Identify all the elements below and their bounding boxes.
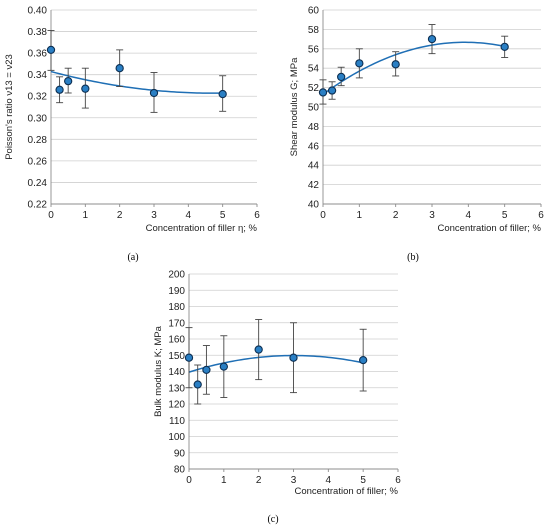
x-tick-label: 2	[117, 210, 123, 221]
y-tick-label: 48	[308, 122, 320, 133]
y-tick-label: 58	[308, 25, 320, 36]
y-tick-label: 0.28	[28, 135, 48, 146]
data-point	[500, 42, 509, 52]
panel-label: (b)	[407, 252, 419, 263]
data-point	[81, 84, 90, 93]
x-axis-title: Concentration of filler η; %	[146, 223, 258, 234]
x-axis-title: Concentration of filler; %	[438, 223, 542, 234]
trendline	[322, 41, 505, 95]
x-tick-label: 0	[186, 475, 192, 486]
x-tick-label: 4	[186, 210, 192, 221]
data-point	[254, 345, 263, 354]
x-tick-label: 0	[48, 210, 54, 221]
y-tick-label: 90	[174, 448, 186, 459]
data-point	[391, 60, 400, 69]
y-tick-label: 180	[168, 302, 185, 313]
y-tick-label: 0.26	[28, 156, 48, 167]
x-tick-label: 2	[256, 475, 262, 486]
y-tick-label: 44	[308, 161, 320, 172]
x-tick-label: 1	[221, 475, 227, 486]
data-point	[427, 34, 437, 44]
x-axis-title: Concentration of filler; %	[295, 486, 399, 497]
data-point	[55, 85, 64, 94]
x-tick-label: 0	[320, 210, 326, 221]
y-tick-label: 40	[308, 200, 320, 211]
y-tick-label: 0.32	[28, 92, 48, 103]
data-point	[219, 362, 228, 371]
x-tick-label: 6	[395, 475, 401, 486]
y-tick-label: 100	[168, 432, 185, 443]
x-tick-label: 3	[429, 210, 435, 221]
y-tick-label: 54	[308, 64, 320, 75]
y-tick-label: 120	[168, 400, 185, 411]
y-tick-label: 0.30	[28, 113, 48, 124]
data-point	[318, 88, 328, 97]
y-tick-label: 52	[308, 83, 320, 94]
data-point	[355, 59, 364, 68]
data-point	[289, 353, 298, 362]
data-point	[218, 89, 227, 99]
x-tick-label: 4	[326, 475, 332, 486]
y-tick-label: 170	[168, 318, 185, 329]
x-tick-label: 6	[254, 210, 260, 221]
chart-panel-a: 0.22 0.24 0.26 0.28 0.30 0.32 0.34 0.36 0.38 0.40…	[4, 6, 260, 264]
y-tick-label: 0.36	[28, 49, 48, 60]
x-tick-label: 5	[360, 475, 366, 486]
x-tick-label: 3	[291, 475, 297, 486]
data-point	[46, 45, 56, 55]
y-axis-title: Shear modulus G; MPa	[289, 57, 300, 156]
y-axis-title: Bulk modulus K; MPa	[153, 325, 164, 417]
x-tick-label: 2	[393, 210, 399, 221]
data-point	[193, 380, 202, 389]
data-point	[184, 353, 194, 362]
x-tick-label: 5	[502, 210, 508, 221]
data-point	[359, 355, 368, 365]
trendline	[188, 354, 364, 373]
y-tick-label: 130	[168, 383, 185, 394]
y-tick-label: 80	[174, 465, 186, 476]
y-tick-label: 50	[308, 103, 320, 114]
y-tick-label: 0.24	[28, 178, 48, 189]
y-tick-label: 56	[308, 44, 320, 55]
chart-panel-c: 80 90 100 110 120 130 140 150 160 170 180 190 200 0 1 2…	[153, 270, 401, 526]
y-tick-label: 110	[169, 416, 185, 427]
data-point	[327, 86, 337, 95]
trendline	[50, 70, 223, 94]
y-tick-label: 160	[168, 335, 185, 346]
y-tick-label: 200	[168, 270, 185, 281]
y-tick-label: 190	[168, 286, 185, 297]
y-tick-label: 42	[308, 180, 320, 191]
panel-label: (c)	[267, 514, 278, 525]
y-tick-label: 0.34	[28, 70, 48, 81]
panel-label: (a)	[127, 252, 138, 263]
x-tick-label: 1	[357, 210, 363, 221]
x-tick-label: 5	[220, 210, 226, 221]
data-point	[337, 72, 346, 82]
y-tick-label: 0.38	[28, 27, 48, 38]
x-tick-label: 6	[538, 210, 544, 221]
y-tick-label: 140	[168, 367, 185, 378]
y-axis-title: Poisson's ratio ν13 = ν23	[4, 54, 15, 160]
data-point	[64, 76, 73, 86]
x-tick-label: 1	[83, 210, 89, 221]
x-tick-label: 3	[151, 210, 157, 221]
x-tick-label: 4	[466, 210, 472, 221]
y-tick-label: 150	[168, 351, 185, 362]
y-tick-label: 46	[308, 141, 320, 152]
data-point	[149, 88, 159, 98]
y-tick-label: 60	[308, 6, 320, 17]
data-point	[202, 365, 211, 375]
y-tick-label: 0.22	[28, 200, 48, 211]
data-point	[115, 64, 124, 73]
y-tick-label: 0.40	[28, 6, 48, 17]
